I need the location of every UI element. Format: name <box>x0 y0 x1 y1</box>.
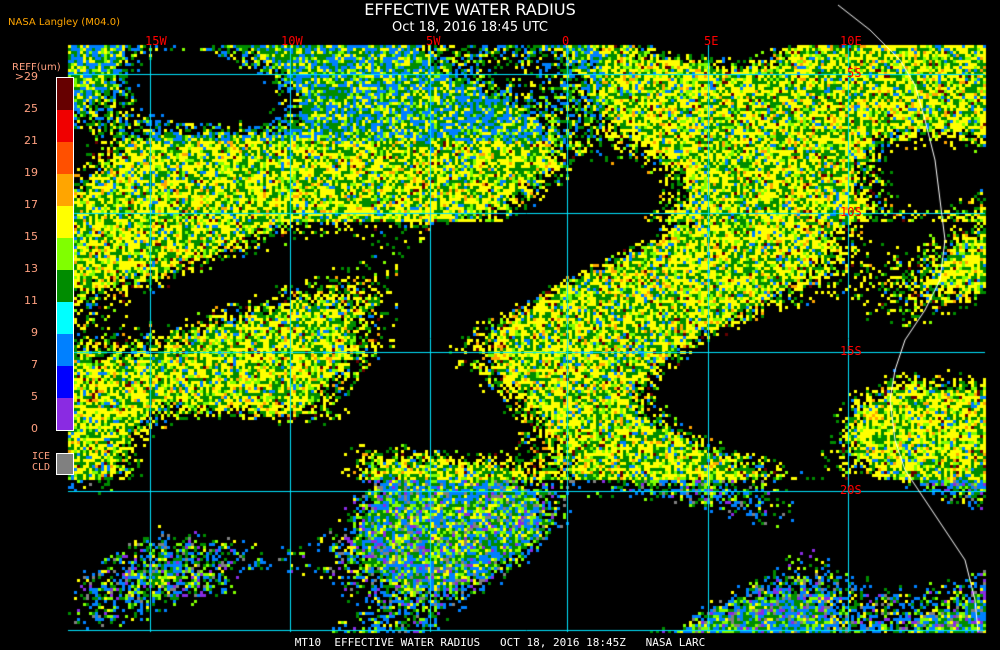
legend-color-swatch <box>57 78 73 110</box>
lon-label: 5E <box>704 34 719 48</box>
lat-label: 15S <box>840 344 862 358</box>
lon-label: 0 <box>562 34 570 48</box>
lon-label: 10E <box>840 34 862 48</box>
legend-color-swatch <box>57 366 73 398</box>
ice-label: ICE <box>31 451 50 462</box>
lon-label: 10W <box>281 34 303 48</box>
legend-tick: 5 <box>31 390 38 403</box>
color-scale-bar <box>56 77 74 431</box>
lat-label: 20S <box>840 483 862 497</box>
ice-cloud-swatch <box>56 453 74 475</box>
legend-color-swatch <box>57 110 73 142</box>
legend-tick: 13 <box>24 262 38 275</box>
legend-tick: 19 <box>24 166 38 179</box>
legend-tick: >29 <box>14 70 38 83</box>
legend-tick: 11 <box>24 294 38 307</box>
lat-label: 10S <box>840 205 862 219</box>
legend-color-swatch <box>57 142 73 174</box>
legend-color-swatch <box>57 302 73 334</box>
legend-color-swatch <box>57 270 73 302</box>
legend-tick: 7 <box>31 358 38 371</box>
legend-color-swatch <box>57 334 73 366</box>
legend-tick: 25 <box>24 102 38 115</box>
legend-color-swatch <box>57 206 73 238</box>
footer-caption: MT10 EFFECTIVE WATER RADIUS OCT 18, 2016… <box>294 636 706 649</box>
legend-tick: 21 <box>24 134 38 147</box>
legend-tick: 17 <box>24 198 38 211</box>
organization-label: NASA Langley (M04.0) <box>8 17 120 28</box>
ice-label: CLD <box>31 462 50 473</box>
legend-tick: 9 <box>31 326 38 339</box>
map-title: EFFECTIVE WATER RADIUS <box>364 0 576 19</box>
map-subtitle: Oct 18, 2016 18:45 UTC <box>392 20 548 35</box>
lat-label: 5S <box>847 66 862 80</box>
lon-label: 15W <box>145 34 167 48</box>
lon-label: 5W <box>426 34 441 48</box>
legend-tick: 15 <box>24 230 38 243</box>
legend-tick: 0 <box>31 422 38 435</box>
legend-color-swatch <box>57 398 73 430</box>
legend-color-swatch <box>57 174 73 206</box>
legend-unit-label: REFF(um) <box>12 62 61 73</box>
legend-color-swatch <box>57 238 73 270</box>
